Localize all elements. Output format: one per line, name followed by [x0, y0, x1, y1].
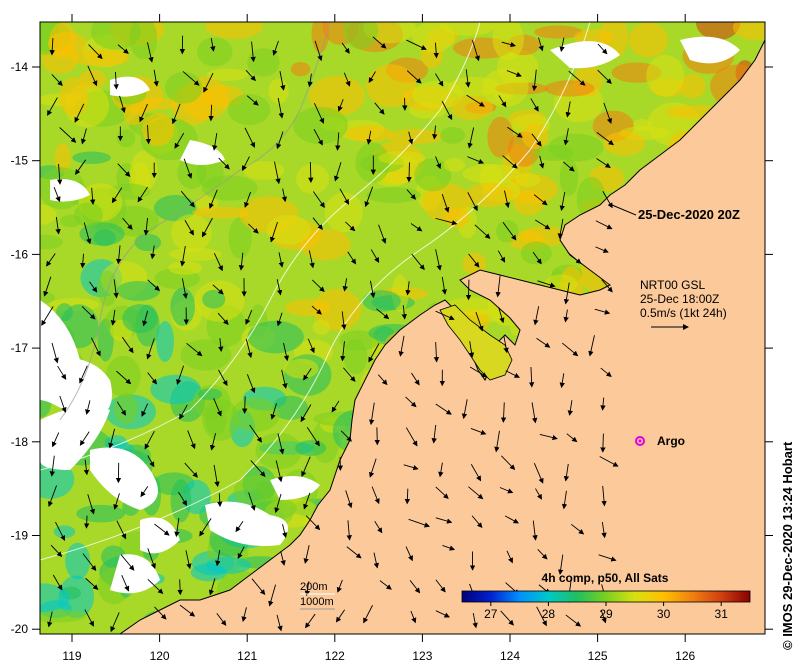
- bathymetry-contours: [40, 22, 591, 561]
- y-axis: -14 -15 -16 -17 -18 -19 -20: [11, 60, 773, 636]
- colorbar-tick-label: 28: [542, 607, 556, 621]
- argo-marker-icon: [635, 436, 645, 446]
- credit-text: © IMOS 29-Dec-2020 13:24 Hobart: [780, 441, 795, 650]
- model-scale: 0.5m/s (1kt 24h): [640, 306, 727, 320]
- colorbar-title: 4h comp, p50, All Sats: [542, 571, 669, 585]
- colorbar-tick-label: 31: [715, 607, 729, 621]
- y-tick-label: -16: [11, 247, 29, 261]
- y-tick-label: -18: [11, 435, 29, 449]
- x-tick-label: 124: [500, 649, 520, 663]
- x-tick-label: 119: [62, 649, 81, 663]
- depth-contours: [59, 22, 331, 421]
- x-tick-label: 121: [237, 649, 257, 663]
- current-vectors: [41, 35, 619, 633]
- x-tick-label: 126: [675, 649, 695, 663]
- depth-legend-200: 200m: [300, 581, 328, 593]
- colorbar-tick-label: 29: [599, 607, 613, 621]
- model-time: 25-Dec 18:00Z: [640, 292, 719, 306]
- x-tick-label: 120: [150, 649, 170, 663]
- map-plot-area: [40, 22, 765, 634]
- y-tick-label: -14: [11, 60, 29, 74]
- plot-frame: [39, 21, 766, 635]
- x-tick-label: 125: [588, 649, 608, 663]
- x-axis: 119 120 121 122 123 124 125 126: [62, 14, 696, 663]
- colorbar: [461, 590, 751, 603]
- y-tick-label: -19: [11, 529, 29, 543]
- gulf-water: [439, 304, 513, 381]
- colorbar-tick-label: 27: [484, 607, 498, 621]
- x-tick-label: 123: [412, 649, 432, 663]
- y-tick-label: -20: [11, 622, 29, 636]
- colorbar-ticks: 27 28 29 30 31: [484, 602, 728, 621]
- model-label: NRT00 GSL: [640, 278, 705, 292]
- y-tick-label: -17: [11, 341, 29, 355]
- argo-label: Argo: [657, 434, 685, 448]
- y-tick-label: -15: [11, 154, 29, 168]
- depth-legend-1000: 1000m: [300, 596, 334, 608]
- date-label: 25-Dec-2020 20Z: [638, 207, 740, 222]
- x-tick-label: 122: [325, 649, 345, 663]
- colorbar-tick-label: 30: [657, 607, 671, 621]
